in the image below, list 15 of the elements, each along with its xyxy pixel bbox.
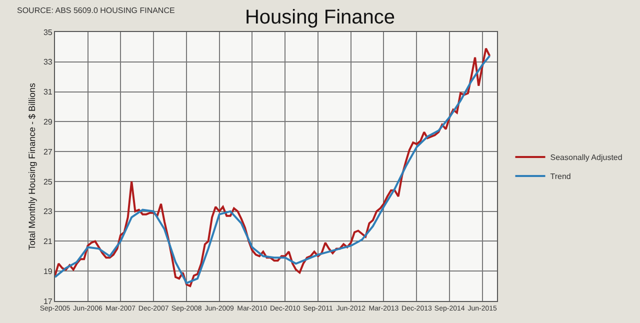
y-tick-label: 25 — [43, 177, 53, 186]
chart-title: Housing Finance — [244, 6, 396, 29]
y-tick-label: 27 — [43, 147, 53, 156]
y-tick-label: 21 — [43, 237, 53, 246]
legend-label: Seasonally Adjusted — [550, 153, 622, 162]
source-note: SOURCE: ABS 5609.0 HOUSING FINANCE — [17, 6, 175, 15]
y-tick-label: 19 — [43, 266, 53, 276]
y-tick-label: 17 — [43, 296, 53, 306]
y-tick-label: 29 — [43, 117, 53, 126]
y-tick-label: 35 — [43, 28, 53, 37]
y-axis-title: Total Monthly Housing Finance - $ Billions — [26, 82, 37, 250]
y-tick-label: 23 — [43, 207, 53, 216]
y-tick-label: 33 — [43, 58, 53, 67]
y-tick-label: 31 — [43, 88, 53, 97]
legend-label: Trend — [550, 172, 571, 182]
